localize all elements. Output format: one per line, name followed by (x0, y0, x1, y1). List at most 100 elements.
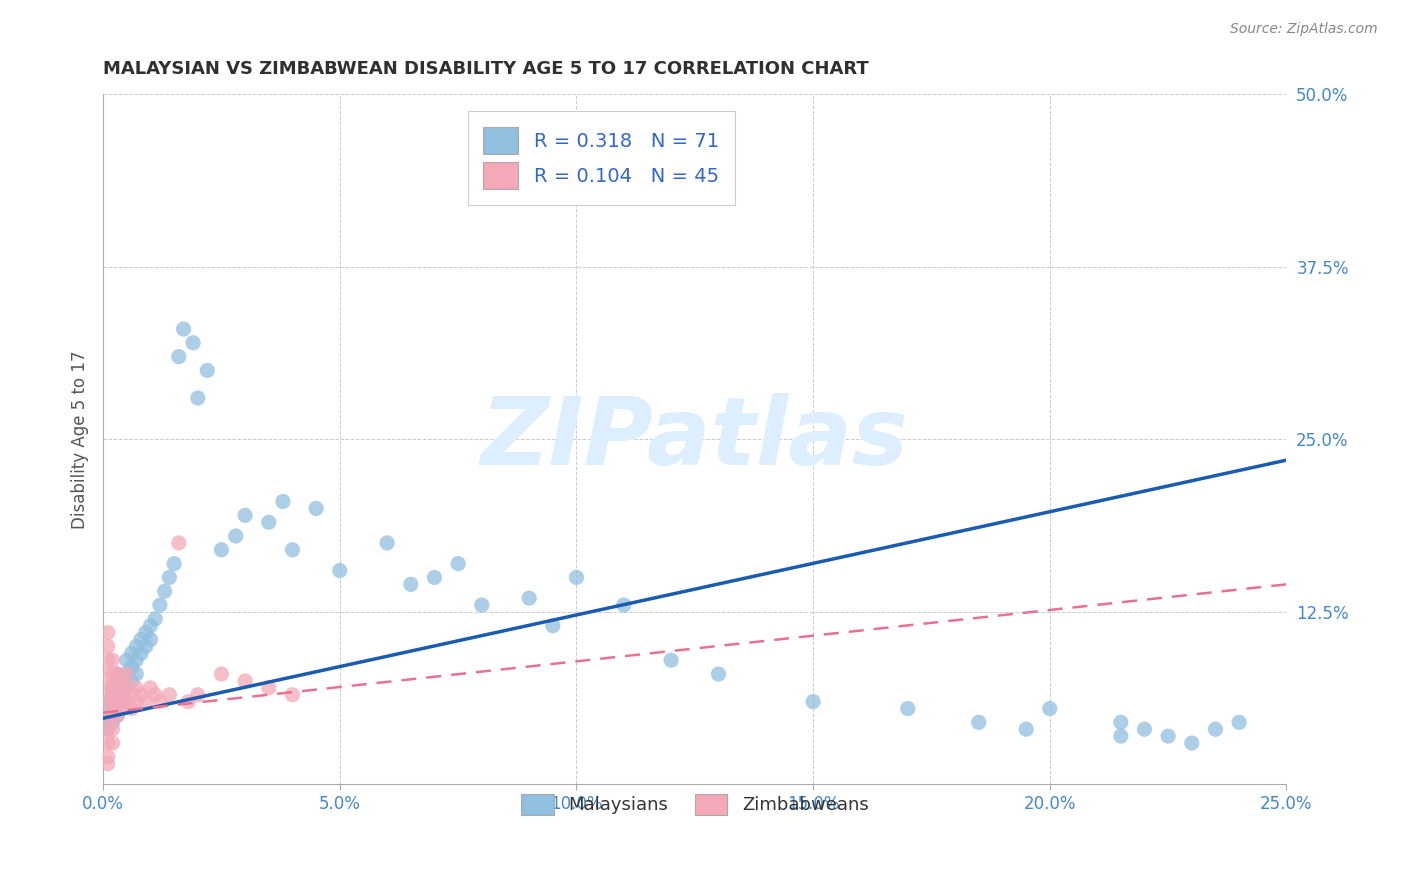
Point (105, 667, 128, 681)
Point (897, 701, 920, 715)
Point (139, 632, 162, 647)
Point (375, 536, 398, 550)
Y-axis label: Disability Age 5 to 17: Disability Age 5 to 17 (72, 351, 89, 529)
Point (97, 667, 120, 681)
Point (105, 681, 128, 695)
Point (101, 736, 124, 750)
Point (101, 681, 124, 695)
Point (115, 695, 138, 709)
Point (135, 640, 157, 654)
Point (115, 681, 138, 695)
Point (125, 681, 148, 695)
Point (121, 673, 143, 688)
Point (101, 688, 124, 702)
Point (115, 681, 138, 695)
Point (135, 695, 157, 709)
Point (97, 640, 120, 654)
Point (1157, 729, 1180, 743)
Point (423, 570, 446, 584)
Point (271, 494, 294, 508)
Point (153, 584, 176, 599)
Point (111, 688, 134, 702)
Point (139, 681, 162, 695)
Point (105, 708, 128, 723)
Point (105, 667, 128, 681)
Point (97, 723, 120, 737)
Point (111, 673, 134, 688)
Point (281, 542, 304, 557)
Point (163, 557, 186, 571)
Point (115, 667, 138, 681)
Point (125, 667, 148, 681)
Point (111, 673, 134, 688)
Point (111, 701, 134, 715)
Point (121, 701, 143, 715)
Point (101, 708, 124, 723)
Point (101, 723, 124, 737)
Point (97, 749, 120, 764)
Point (139, 618, 162, 632)
Point (125, 653, 148, 667)
Point (105, 695, 128, 709)
Point (565, 570, 588, 584)
Legend: Malaysians, Zimbabweans: Malaysians, Zimbabweans (512, 785, 877, 823)
Point (121, 660, 143, 674)
Point (97, 695, 120, 709)
Point (305, 501, 328, 516)
Point (101, 667, 124, 681)
Point (177, 695, 200, 709)
Point (195, 363, 218, 377)
Text: Source: ZipAtlas.com: Source: ZipAtlas.com (1230, 22, 1378, 37)
Point (149, 695, 172, 709)
Point (101, 715, 124, 730)
Point (187, 391, 209, 405)
Point (1109, 729, 1132, 743)
Point (105, 681, 128, 695)
Point (801, 695, 824, 709)
Point (115, 653, 138, 667)
Point (135, 625, 157, 640)
Text: MALAYSIAN VS ZIMBABWEAN DISABILITY AGE 5 TO 17 CORRELATION CHART: MALAYSIAN VS ZIMBABWEAN DISABILITY AGE 5… (103, 60, 869, 78)
Point (97, 715, 120, 730)
Point (1227, 715, 1250, 730)
Point (967, 715, 990, 730)
Point (129, 646, 152, 660)
Point (1133, 723, 1156, 737)
Point (121, 688, 143, 702)
Point (101, 681, 124, 695)
Point (211, 667, 233, 681)
Point (181, 335, 204, 350)
Point (97, 756, 120, 771)
Point (541, 618, 564, 632)
Point (659, 653, 682, 667)
Point (281, 688, 304, 702)
Point (1109, 715, 1132, 730)
Point (225, 529, 247, 543)
Text: ZIPatlas: ZIPatlas (481, 393, 908, 485)
Point (97, 625, 120, 640)
Point (157, 688, 180, 702)
Point (97, 653, 120, 667)
Point (101, 653, 124, 667)
Point (143, 688, 166, 702)
Point (129, 688, 152, 702)
Point (1204, 723, 1226, 737)
Point (167, 536, 190, 550)
Point (97, 708, 120, 723)
Point (121, 646, 143, 660)
Point (1039, 701, 1062, 715)
Point (115, 667, 138, 681)
Point (399, 577, 422, 591)
Point (97, 681, 120, 695)
Point (257, 515, 280, 529)
Point (233, 508, 256, 523)
Point (125, 640, 148, 654)
Point (167, 350, 190, 364)
Point (105, 708, 128, 723)
Point (101, 695, 124, 709)
Point (707, 667, 730, 681)
Point (447, 557, 470, 571)
Point (471, 598, 494, 612)
Point (211, 542, 233, 557)
Point (111, 695, 134, 709)
